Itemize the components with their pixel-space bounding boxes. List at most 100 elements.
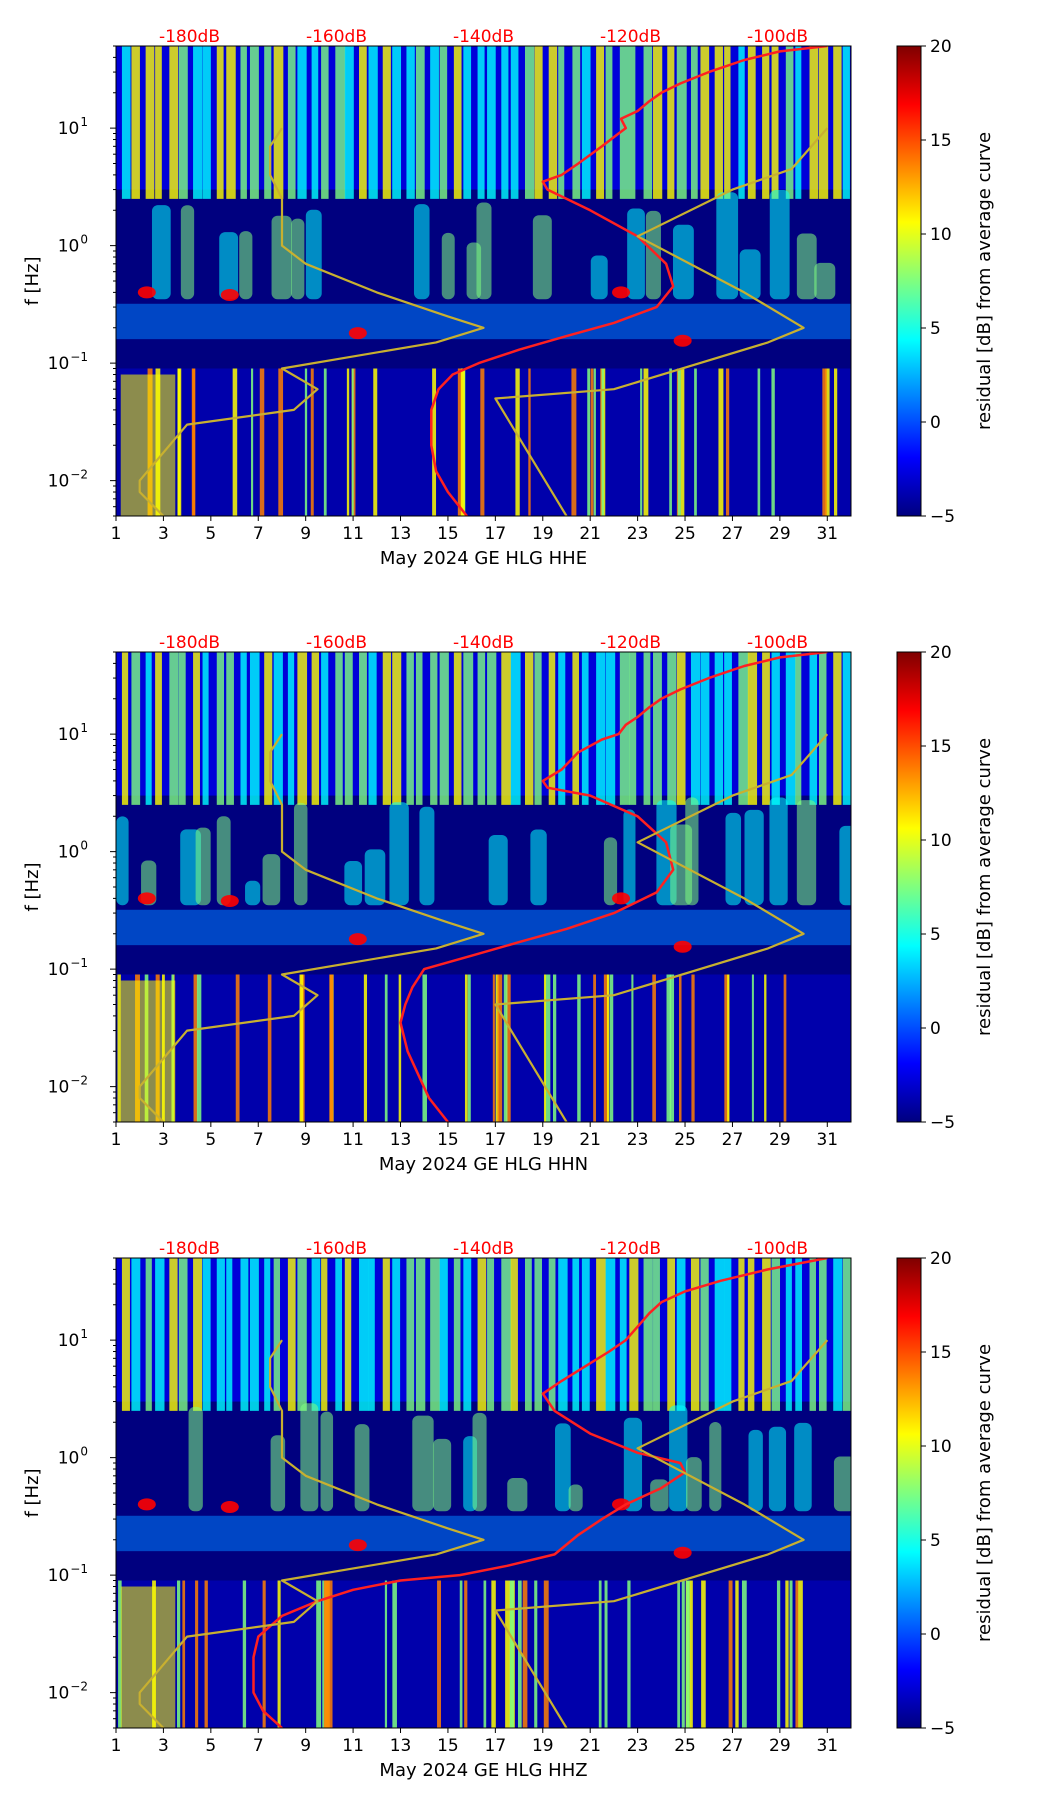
heatmap-event-line <box>640 368 643 516</box>
heatmap-stripe-day <box>226 46 236 199</box>
heatmap-stripe-day <box>392 1258 401 1411</box>
heatmap-event-line <box>182 1580 186 1728</box>
heatmap-event-line <box>701 1580 706 1728</box>
heatmap-stripe-day <box>311 652 320 805</box>
heatmap-stripe-day <box>581 652 589 805</box>
heatmap-stripe-day <box>605 1258 616 1411</box>
heatmap-stripe-day <box>714 1258 725 1411</box>
x-tick-label: 1 <box>111 524 122 544</box>
heatmap-stripe-day <box>477 652 486 805</box>
heatmap-event-line <box>505 1580 510 1728</box>
psd-curve <box>430 46 828 516</box>
heatmap-event-line <box>725 368 730 516</box>
heatmap-stripe-day <box>477 1258 487 1411</box>
heatmap-stripe-day <box>249 1258 259 1411</box>
heatmap-plume <box>739 249 761 300</box>
x-tick-label: 11 <box>342 524 364 544</box>
heatmap-stripe-day <box>700 1258 709 1411</box>
heatmap-plume <box>748 1429 763 1512</box>
heatmap-event-line <box>495 974 499 1122</box>
heatmap-plume <box>507 1477 528 1512</box>
x-tick-label: 7 <box>253 1130 264 1150</box>
heatmap-stripe-day <box>131 46 140 199</box>
y-tick-label: 101 <box>58 721 88 745</box>
heatmap-stripe-day <box>738 1258 745 1411</box>
heatmap-plume <box>419 806 435 906</box>
heatmap-stripe-day <box>572 46 581 199</box>
heatmap-stripe-day <box>155 652 162 805</box>
heatmap-plume <box>320 1411 334 1512</box>
heatmap-plume <box>685 797 699 906</box>
x-tick-label: 25 <box>674 524 696 544</box>
y-tick-label: 10−1 <box>48 956 88 980</box>
heatmap-event-line <box>652 974 656 1122</box>
heatmap-stripe-day <box>249 46 259 199</box>
heatmap-event-line <box>669 368 672 516</box>
heatmap-plume <box>262 854 281 906</box>
heatmap-stripe-day <box>629 652 637 805</box>
x-tick-label: 7 <box>253 524 264 544</box>
heatmap <box>116 652 851 1122</box>
heatmap-event-line <box>669 974 675 1122</box>
heatmap-event-line <box>666 974 672 1122</box>
heatmap-hotspot <box>673 940 692 953</box>
y-tick-label: 10−1 <box>48 350 88 374</box>
heatmap-stripe-day <box>818 46 829 199</box>
heatmap-stripe-day <box>581 46 591 199</box>
heatmap-stripe-day <box>724 46 731 199</box>
colorbar-tick-label: 10 <box>930 1437 952 1457</box>
heatmap-plume <box>432 1438 452 1512</box>
heatmap-plume <box>472 1412 487 1512</box>
heatmap-plume <box>769 189 790 300</box>
heatmap-stripe-day <box>359 46 367 199</box>
heatmap-event-line <box>196 974 202 1122</box>
heatmap-stripe-day <box>747 652 758 805</box>
colorbar-label: residual [dB] from average curve <box>974 738 995 1036</box>
colorbar: −5 0 5 10 15 20 residual [dB] from average cur… <box>896 1249 995 1739</box>
heatmap-stripe-day <box>548 652 556 805</box>
y-axis-label: f [Hz] <box>22 256 43 305</box>
noise-model-high <box>494 127 829 516</box>
heatmap-stripe-day <box>534 1258 542 1411</box>
heatmap-stripe-day <box>311 1258 321 1411</box>
heatmap-band-microseism <box>116 909 851 946</box>
heatmap-event-line <box>242 1580 247 1728</box>
heatmap-stripe-day <box>463 652 474 805</box>
colorbar-gradient <box>896 45 922 517</box>
heatmap-stripe-day <box>809 652 818 805</box>
heatmap-event-line <box>764 974 767 1122</box>
heatmap-stripe-day <box>335 46 346 199</box>
heatmap-event-line <box>694 368 697 516</box>
y-axis-label: f [Hz] <box>22 862 43 911</box>
heatmap-event-line <box>728 1580 733 1728</box>
colorbar-gradient <box>896 651 922 1123</box>
heatmap-plume <box>672 224 694 300</box>
heatmap-stripe-day <box>596 1258 606 1411</box>
heatmap-event-line <box>603 974 609 1122</box>
heatmap-event-line <box>691 974 695 1122</box>
x-tick-label: 9 <box>300 1130 311 1150</box>
y-tick-label: 100 <box>58 1445 88 1469</box>
heatmap-hotspot <box>612 1498 631 1511</box>
y-tick-label: 10−2 <box>48 468 88 492</box>
heatmap-stripe-day <box>524 1258 532 1411</box>
x-axis-label: May 2024 GE HLG HHE <box>380 548 587 569</box>
x-axis-label: May 2024 GE HLG HHN <box>379 1154 588 1175</box>
heatmap-hotspot <box>137 892 156 905</box>
heatmap-stripe-day <box>510 652 521 805</box>
heatmap-plume <box>116 816 129 906</box>
noise-model-low <box>138 733 485 1122</box>
heatmap-stripe-day <box>311 46 319 199</box>
x-tick-label: 21 <box>579 524 601 544</box>
heatmap-stripe-day <box>287 1258 296 1411</box>
heatmap-stripe-day <box>240 652 247 805</box>
heatmap-event-line <box>491 1580 496 1728</box>
heatmap-event-line <box>464 1580 468 1728</box>
heatmap-stripe-day <box>193 1258 203 1411</box>
x-tick-label: 31 <box>816 1736 838 1756</box>
heatmap-stripe-day <box>382 46 391 199</box>
heatmap-stripe-day <box>321 1258 328 1411</box>
x-tick-label: 13 <box>390 1736 412 1756</box>
